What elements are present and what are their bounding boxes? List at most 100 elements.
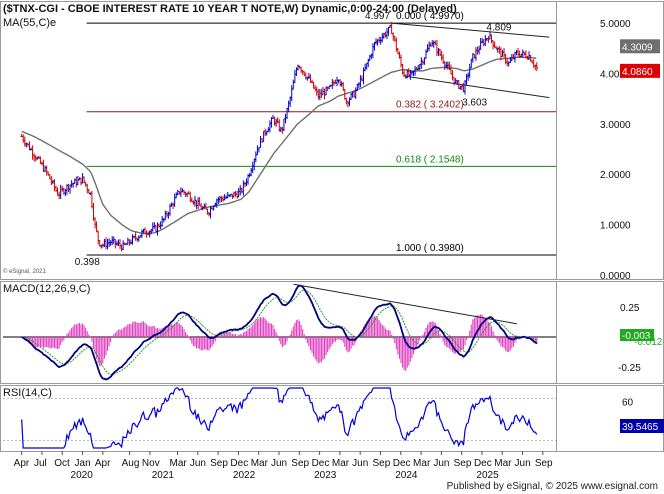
footer-credit: Published by eSignal, © 2025 www.esignal… bbox=[446, 481, 658, 492]
price-bar bbox=[249, 167, 253, 177]
price-bar bbox=[470, 58, 473, 69]
rsi-title: RSI(14,C) bbox=[3, 387, 52, 399]
price-bar bbox=[120, 244, 123, 252]
price-bar bbox=[193, 195, 197, 207]
x-tick-month-label: Jun bbox=[271, 458, 287, 469]
price-bar bbox=[195, 199, 198, 210]
price-bar bbox=[268, 120, 272, 133]
price-bar bbox=[535, 62, 539, 71]
rsi-panel: 60 39.5465 bbox=[0, 385, 664, 452]
price-bar bbox=[381, 33, 384, 43]
price-bar bbox=[34, 155, 37, 162]
signal-value: -0.012 bbox=[634, 337, 663, 348]
price-bar bbox=[377, 36, 381, 43]
x-tick-year-label: 2020 bbox=[71, 470, 94, 481]
price-bar bbox=[284, 113, 287, 124]
x-axis: Apr Jul Oct Jan Apr Aug Nov Mar Jun Sep Dec Mar Jun S… bbox=[3, 451, 556, 481]
price-bar bbox=[452, 76, 456, 86]
fib-level-label-0618: 0.618 ( 2.1548) bbox=[396, 154, 464, 165]
price-bar bbox=[490, 34, 493, 44]
x-tick-month-label: Apr bbox=[95, 458, 111, 469]
price-bar bbox=[104, 237, 108, 250]
price-bar bbox=[420, 57, 423, 70]
price-bar bbox=[424, 49, 428, 59]
price-bar bbox=[206, 208, 209, 215]
point-label: 3.603 bbox=[462, 97, 487, 108]
price-bar bbox=[56, 187, 59, 196]
price-bar bbox=[264, 128, 267, 137]
price-bar bbox=[160, 216, 164, 227]
price-bar bbox=[282, 118, 286, 132]
macd-y-tick-label: -0.25 bbox=[618, 363, 641, 374]
price-bar bbox=[84, 181, 87, 187]
price-bar bbox=[373, 42, 376, 51]
price-bar bbox=[87, 189, 90, 194]
x-tick-month-label: Jun bbox=[515, 458, 531, 469]
price-bar bbox=[156, 222, 159, 236]
price-bar bbox=[484, 35, 487, 47]
trend-channel-line bbox=[403, 75, 550, 99]
price-bar bbox=[256, 145, 259, 156]
point-label: 4.997 bbox=[365, 11, 390, 22]
price-bar bbox=[42, 159, 45, 173]
price-bar bbox=[331, 79, 334, 90]
x-tick-month-label: Dec bbox=[393, 458, 411, 469]
price-bar bbox=[48, 174, 51, 180]
price-bar bbox=[460, 85, 464, 91]
price-bar bbox=[67, 183, 70, 192]
x-tick-month-label: Oct bbox=[54, 458, 70, 469]
panel-frame bbox=[0, 281, 664, 384]
price-bar bbox=[45, 165, 48, 176]
price-bar bbox=[164, 210, 167, 221]
price-bar bbox=[463, 79, 467, 95]
price-bar bbox=[129, 239, 133, 245]
price-bar bbox=[385, 27, 389, 39]
price-bar bbox=[465, 73, 468, 86]
x-tick-month-label: Dec bbox=[474, 458, 492, 469]
price-bar bbox=[209, 205, 212, 219]
price-bar bbox=[505, 57, 509, 67]
price-bar bbox=[220, 196, 223, 203]
x-tick-month-label: Sep bbox=[372, 458, 390, 469]
price-bar bbox=[171, 202, 175, 209]
price-bar bbox=[118, 239, 122, 250]
price-bar bbox=[168, 203, 172, 216]
x-tick-month-label: Apr bbox=[14, 458, 30, 469]
price-bar bbox=[501, 50, 504, 57]
price-bar bbox=[232, 191, 236, 198]
price-y-tick-label: 1.0000 bbox=[600, 221, 631, 232]
macd-value: -0.003 bbox=[622, 331, 651, 342]
x-tick-month-label: Sep bbox=[535, 458, 553, 469]
price-bar bbox=[121, 240, 125, 250]
trend-channel-line bbox=[390, 22, 550, 38]
price-bar bbox=[479, 37, 482, 50]
price-bar bbox=[326, 86, 329, 92]
price-bar bbox=[218, 195, 222, 203]
price-bar bbox=[237, 187, 240, 198]
price-bar bbox=[346, 100, 350, 108]
price-bar bbox=[75, 176, 78, 188]
x-tick-month-label: Mar bbox=[494, 458, 512, 469]
price-bar bbox=[217, 196, 220, 204]
copyright-label: © eSignal, 2021 bbox=[3, 268, 46, 275]
price-y-tick-label: 4.0000 bbox=[600, 69, 631, 80]
price-bar bbox=[290, 85, 293, 102]
price-bar bbox=[259, 135, 262, 149]
x-tick-month-label: Jan bbox=[75, 458, 91, 469]
price-bar bbox=[321, 87, 325, 96]
price-bar bbox=[103, 238, 106, 248]
price-bar bbox=[96, 230, 100, 245]
x-tick-year-label: 2024 bbox=[395, 470, 418, 481]
price-panel: 5.0000 4.0000 3.0000 2.0000 1.0000 0.0000 0.00… bbox=[0, 1, 664, 282]
rsi-value-bg bbox=[620, 419, 664, 433]
price-y-tick-label: 0.0000 bbox=[600, 271, 631, 282]
price-bar bbox=[307, 72, 311, 80]
price-bar bbox=[173, 193, 176, 207]
price-bar bbox=[62, 187, 66, 195]
x-tick-month-label: Dec bbox=[312, 458, 330, 469]
x-tick-month-label: Sep bbox=[454, 458, 472, 469]
price-bar bbox=[240, 187, 243, 194]
price-bar bbox=[440, 50, 443, 61]
price-y-tick-label: 3.0000 bbox=[600, 120, 631, 131]
price-bar bbox=[416, 64, 420, 71]
